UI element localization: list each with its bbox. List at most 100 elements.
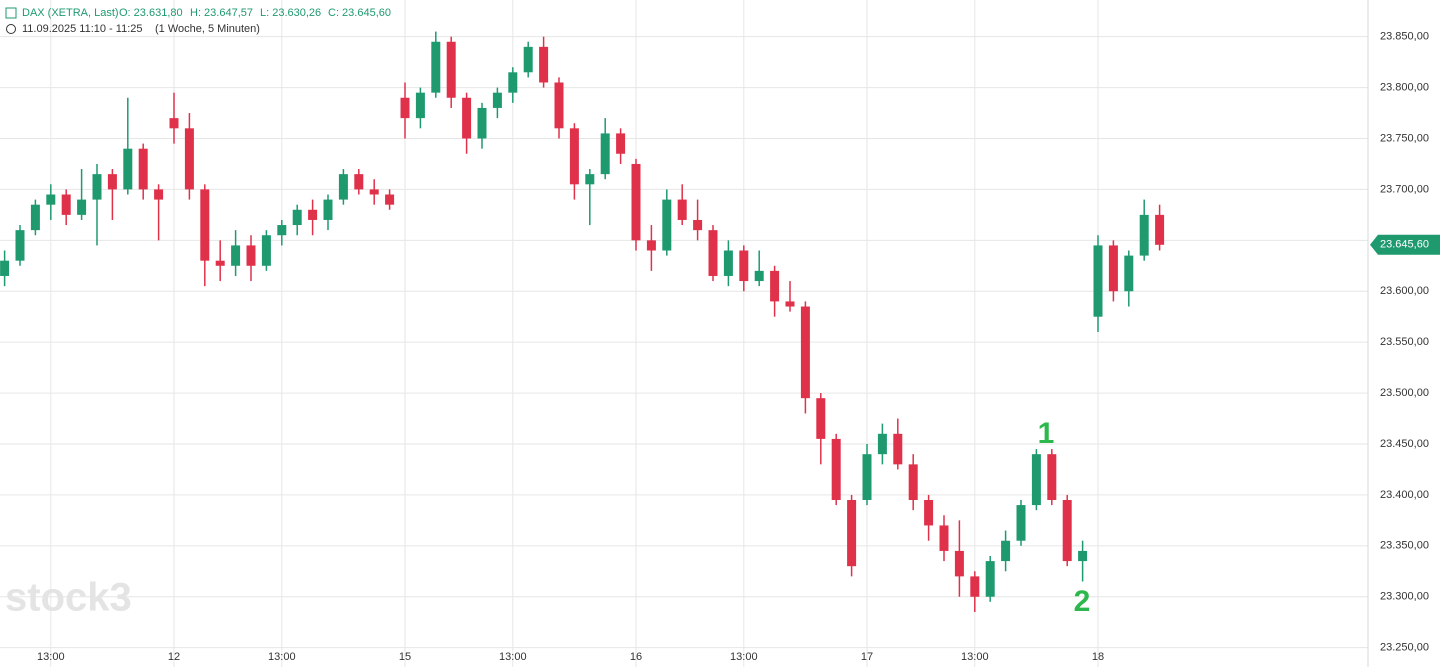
last-price-label: 23.645,60 (1380, 239, 1429, 251)
y-tick-label: 23.500,00 (1380, 387, 1429, 399)
y-tick-label: 23.350,00 (1380, 540, 1429, 552)
x-tick-label: 18 (1092, 651, 1104, 663)
candle-body (1155, 214, 1165, 245)
candle-body (616, 133, 626, 154)
y-tick-label: 23.750,00 (1380, 132, 1429, 144)
candle-body (154, 189, 164, 200)
interval: (1 Woche, 5 Minuten) (155, 23, 260, 35)
series-icon (5, 7, 17, 19)
candle-body (292, 209, 302, 226)
candle-body (646, 240, 656, 251)
gridlines (0, 0, 1368, 667)
candle-body (708, 230, 718, 276)
candle-body (107, 174, 117, 190)
candle-body (954, 550, 964, 577)
ohlc-label: O: 23.631,80 (119, 7, 183, 19)
candle-body (123, 148, 133, 190)
candle-body (908, 464, 918, 500)
ohlc-label: C: 23.645,60 (328, 7, 391, 19)
candle-body (939, 525, 949, 551)
candle-body (61, 194, 71, 215)
chart-title: DAX (XETRA, Last) (22, 7, 119, 19)
candle-body (1001, 540, 1011, 562)
candle-body (523, 46, 533, 73)
candle-body (847, 499, 857, 567)
candle-body (92, 174, 102, 200)
candle-body (277, 225, 287, 236)
candle-body (569, 128, 579, 185)
ohlc-label: H: 23.647,57 (190, 7, 253, 19)
candle-body (816, 398, 826, 439)
candle-body (431, 41, 441, 93)
candle-body (970, 576, 980, 597)
ohlc-label: L: 23.630,26 (260, 7, 321, 19)
candle-body (231, 245, 241, 266)
candle-body (261, 235, 271, 266)
candle-body (1108, 245, 1118, 292)
candle-body (877, 433, 887, 455)
y-tick-label: 23.450,00 (1380, 438, 1429, 450)
y-tick-label: 23.600,00 (1380, 285, 1429, 297)
x-tick-label: 17 (861, 651, 873, 663)
candle-body (1139, 214, 1149, 256)
candle-body (200, 189, 210, 261)
candle-body (1047, 454, 1057, 500)
y-tick-label: 23.550,00 (1380, 336, 1429, 348)
x-tick-label: 13:00 (37, 651, 65, 663)
candle-body (462, 97, 472, 139)
candle-body (693, 219, 703, 231)
candle-body (415, 92, 425, 119)
last-price-tag (1370, 234, 1440, 255)
annotation: 1 (1038, 417, 1055, 450)
candle-body (1124, 255, 1134, 292)
candle-body (400, 97, 410, 119)
candle-body (1016, 505, 1026, 541)
x-tick-label: 13:00 (268, 651, 296, 663)
candle-body (893, 433, 903, 465)
candle-body (338, 174, 348, 200)
candle-body (862, 454, 872, 500)
x-tick-label: 16 (630, 651, 642, 663)
candle-body (1093, 245, 1103, 317)
candle-body (585, 174, 595, 185)
candle-body (723, 250, 733, 276)
candle-body (138, 148, 148, 190)
candle-body (0, 260, 10, 276)
candle-body (46, 194, 56, 205)
candle-body (77, 199, 87, 215)
candles (0, 31, 1165, 613)
candle-body (492, 92, 502, 108)
candle-body (184, 128, 194, 190)
candle-body (477, 107, 487, 139)
candle-body (323, 199, 333, 220)
candle-body (369, 189, 379, 195)
candle-body (800, 306, 810, 399)
annotation: 2 (1074, 585, 1091, 618)
x-tick-label: 13:00 (730, 651, 758, 663)
candle-body (169, 118, 179, 129)
candle-body (677, 199, 687, 220)
y-tick-label: 23.700,00 (1380, 183, 1429, 195)
y-tick-label: 23.250,00 (1380, 642, 1429, 654)
candle-body (15, 230, 25, 261)
candle-body (754, 270, 764, 282)
candle-body (1031, 454, 1041, 506)
candle-body (1078, 550, 1088, 562)
candle-body (508, 72, 518, 93)
header: DAX (XETRA, Last) O: 23.631,80 H: 23.647… (5, 7, 391, 35)
candle-body (739, 250, 749, 282)
clock-icon (6, 24, 16, 34)
x-tick-label: 12 (168, 651, 180, 663)
candle-body (215, 260, 225, 266)
candle-body (1062, 499, 1072, 562)
y-tick-label: 23.400,00 (1380, 489, 1429, 501)
x-tick-label: 13:00 (499, 651, 527, 663)
y-tick-label: 23.800,00 (1380, 81, 1429, 93)
candle-body (539, 46, 549, 83)
candle-body (308, 209, 318, 220)
y-tick-label: 23.300,00 (1380, 591, 1429, 603)
candle-body (631, 163, 641, 241)
candle-body (785, 301, 795, 307)
candle-body (446, 41, 456, 98)
